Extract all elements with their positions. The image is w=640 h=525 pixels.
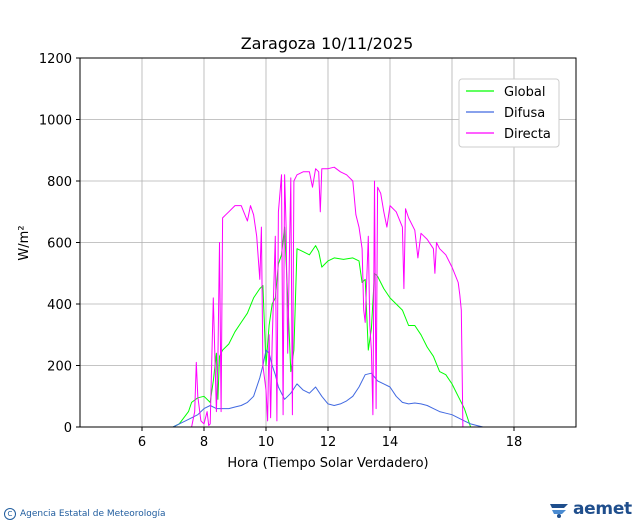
series-line-difusa [80, 349, 576, 428]
x-tick-label: 14 [382, 435, 399, 450]
y-tick-label: 800 [47, 175, 72, 190]
y-tick-label: 400 [47, 298, 72, 313]
chart-title: Zaragoza 10/11/2025 [241, 34, 414, 53]
aemet-logo-icon [550, 504, 568, 518]
copyright-icon: C [4, 508, 16, 520]
series-line-global [80, 226, 576, 428]
agency-name: Agencia Estatal de Meteorología [20, 509, 166, 519]
y-tick-label: 600 [47, 237, 72, 252]
series-layer [80, 166, 576, 428]
legend: Global Difusa Directa [458, 78, 560, 148]
agency-credit: C Agencia Estatal de Meteorología [4, 506, 166, 522]
series-line-directa [80, 166, 576, 428]
x-tick-label: 8 [200, 435, 208, 450]
x-axis-label: Hora (Tiempo Solar Verdadero) [227, 456, 428, 471]
aemet-logo-text: aemet [573, 499, 632, 519]
y-tick-label: 200 [47, 360, 72, 375]
x-tick-label: 12 [320, 435, 337, 450]
chart-svg: Zaragoza 10/11/2025 6 8 10 12 14 18 0 200 400 600… [17, 34, 577, 471]
x-tick-label: 18 [506, 435, 523, 450]
x-tick-label: 10 [258, 435, 275, 450]
legend-box [458, 78, 560, 148]
y-tick-label: 0 [64, 421, 72, 436]
x-tick-label: 6 [138, 435, 146, 450]
y-tick-label: 1200 [39, 52, 72, 67]
y-axis-label: W/m² [17, 225, 32, 260]
aemet-logo: aemet [548, 498, 632, 520]
y-tick-label: 1000 [39, 114, 72, 129]
ticks: 6 8 10 12 14 18 0 200 400 600 800 1000 1200 [39, 52, 522, 450]
legend-label: Directa [504, 127, 551, 142]
legend-label: Difusa [504, 106, 545, 121]
legend-label: Global [504, 85, 545, 100]
